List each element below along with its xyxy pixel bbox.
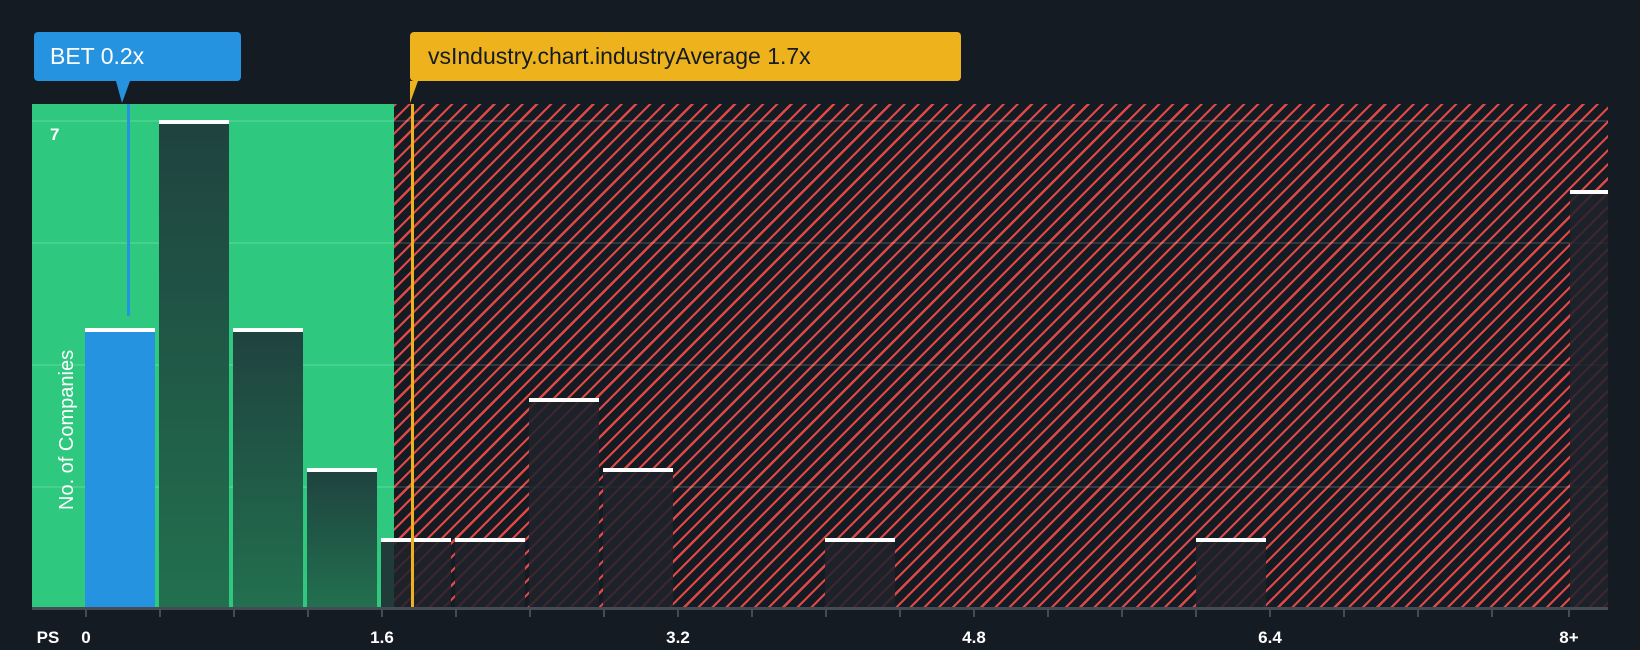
x-tick bbox=[899, 609, 901, 617]
bar-8-plus[interactable] bbox=[1570, 190, 1608, 608]
y-axis-max-label: 7 bbox=[50, 125, 60, 144]
x-tick bbox=[1269, 609, 1271, 617]
x-tick-label: 8+ bbox=[1559, 628, 1579, 647]
bar-2.0-2.4[interactable] bbox=[455, 538, 525, 608]
x-axis-title: PS bbox=[36, 628, 60, 647]
x-tick bbox=[1491, 609, 1493, 617]
x-tick bbox=[603, 609, 605, 617]
bar-2.4-2.8[interactable] bbox=[529, 398, 599, 608]
x-tick bbox=[307, 609, 309, 617]
x-tick-label: 0 bbox=[81, 628, 91, 647]
x-tick bbox=[159, 609, 161, 617]
x-tick bbox=[1195, 609, 1197, 617]
x-tick bbox=[677, 609, 679, 617]
bar-0.8-1.2[interactable] bbox=[233, 328, 303, 608]
x-tick bbox=[1047, 609, 1049, 617]
x-tick bbox=[973, 609, 975, 617]
x-tick bbox=[1568, 609, 1570, 617]
x-tick-label: 4.8 bbox=[962, 628, 986, 647]
chart-plot-area bbox=[32, 104, 1608, 608]
subject-callout-pointer bbox=[116, 81, 130, 103]
x-tick bbox=[825, 609, 827, 617]
y-axis-title: No. of Companies bbox=[56, 349, 78, 510]
x-tick bbox=[751, 609, 753, 617]
x-tick bbox=[455, 609, 457, 617]
x-tick bbox=[529, 609, 531, 617]
x-tick-label: 1.6 bbox=[370, 628, 394, 647]
gridline bbox=[32, 120, 1608, 122]
x-tick bbox=[1417, 609, 1419, 617]
bar-2.8-3.2[interactable] bbox=[603, 468, 673, 608]
x-tick bbox=[381, 609, 383, 617]
gridline bbox=[32, 486, 1608, 488]
x-tick-label: 6.4 bbox=[1258, 628, 1282, 647]
bar-0.4-0.8[interactable] bbox=[159, 120, 229, 608]
gridline bbox=[32, 364, 1608, 366]
subject-callout: BET 0.2x bbox=[34, 32, 241, 81]
x-axis-line bbox=[32, 607, 1608, 610]
industry-callout-pointer bbox=[410, 81, 418, 103]
bar-4.0-4.4[interactable] bbox=[825, 538, 895, 608]
bar-1.6-2.0[interactable] bbox=[381, 538, 451, 608]
subject-marker-line bbox=[127, 104, 130, 316]
x-tick-label: 3.2 bbox=[666, 628, 690, 647]
bar-6.0-6.4[interactable] bbox=[1196, 538, 1266, 608]
bar-0-0.4[interactable] bbox=[85, 328, 155, 608]
x-tick bbox=[1343, 609, 1345, 617]
gridline bbox=[32, 242, 1608, 244]
bar-1.2-1.6[interactable] bbox=[307, 468, 377, 608]
x-tick bbox=[233, 609, 235, 617]
industry-marker-line bbox=[411, 104, 414, 608]
x-tick bbox=[85, 609, 87, 617]
x-tick bbox=[1121, 609, 1123, 617]
industry-callout: vsIndustry.chart.industryAverage 1.7x bbox=[410, 32, 961, 81]
